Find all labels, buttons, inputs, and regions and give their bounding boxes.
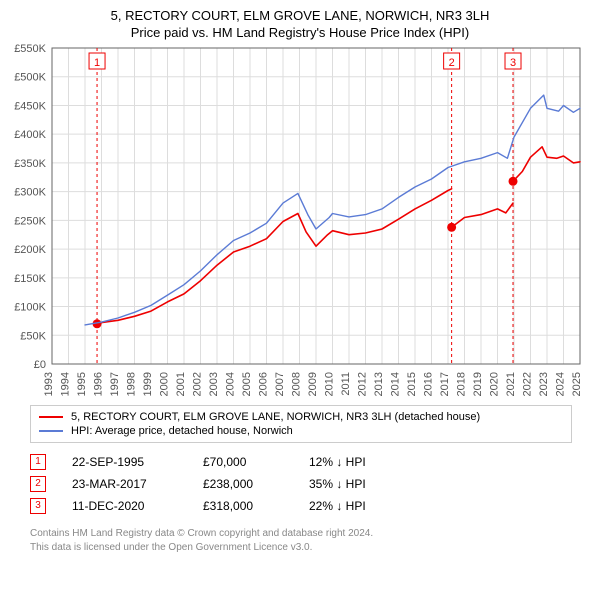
svg-text:£450K: £450K <box>14 100 46 112</box>
svg-text:2008: 2008 <box>291 372 303 396</box>
svg-text:£0: £0 <box>34 359 46 371</box>
svg-text:£150K: £150K <box>14 273 46 285</box>
sale-marker: 3 <box>30 498 46 514</box>
svg-text:1997: 1997 <box>109 372 121 396</box>
svg-text:2007: 2007 <box>274 372 286 396</box>
sale-price: £238,000 <box>203 477 283 491</box>
legend-row: HPI: Average price, detached house, Norw… <box>39 424 563 438</box>
sale-price: £318,000 <box>203 499 283 513</box>
svg-text:1995: 1995 <box>76 372 88 396</box>
chart-titles: 5, RECTORY COURT, ELM GROVE LANE, NORWIC… <box>0 0 600 44</box>
svg-text:£350K: £350K <box>14 158 46 170</box>
chart-title: 5, RECTORY COURT, ELM GROVE LANE, NORWIC… <box>10 8 590 23</box>
svg-text:2000: 2000 <box>159 372 171 396</box>
svg-text:2013: 2013 <box>373 372 385 396</box>
legend-label: 5, RECTORY COURT, ELM GROVE LANE, NORWIC… <box>71 411 480 423</box>
svg-text:2018: 2018 <box>456 372 468 396</box>
sales-table: 1 22-SEP-1995 £70,000 12% ↓ HPI 2 23-MAR-2017… <box>30 451 572 517</box>
svg-text:2019: 2019 <box>472 372 484 396</box>
sale-marker: 1 <box>30 454 46 470</box>
svg-text:1994: 1994 <box>60 372 72 396</box>
svg-text:2: 2 <box>449 57 455 69</box>
chart-container: { "title": "5, RECTORY COURT, ELM GROVE … <box>0 0 600 554</box>
sale-date: 11-DEC-2020 <box>72 499 177 513</box>
chart-area: £0 £50K £100K £150K £200K £250K £300K £350K £400… <box>0 44 600 399</box>
svg-text:2022: 2022 <box>522 372 534 396</box>
svg-text:£50K: £50K <box>20 330 46 342</box>
svg-text:£550K: £550K <box>14 44 46 55</box>
footer-line-2: This data is licensed under the Open Gov… <box>30 541 572 555</box>
sale-diff: 22% ↓ HPI <box>309 499 409 513</box>
svg-text:2023: 2023 <box>538 372 550 396</box>
svg-text:£200K: £200K <box>14 244 46 256</box>
svg-text:2006: 2006 <box>258 372 270 396</box>
sale-diff: 35% ↓ HPI <box>309 477 409 491</box>
svg-text:1993: 1993 <box>43 372 55 396</box>
footer-line-1: Contains HM Land Registry data © Crown c… <box>30 527 572 541</box>
svg-text:2011: 2011 <box>340 372 352 396</box>
svg-text:2020: 2020 <box>489 372 501 396</box>
svg-text:2010: 2010 <box>324 372 336 396</box>
legend-swatch <box>39 430 63 432</box>
svg-text:£250K: £250K <box>14 215 46 227</box>
sale-price: £70,000 <box>203 455 283 469</box>
sale-diff: 12% ↓ HPI <box>309 455 409 469</box>
legend-row: 5, RECTORY COURT, ELM GROVE LANE, NORWIC… <box>39 410 563 424</box>
chart-subtitle: Price paid vs. HM Land Registry's House … <box>10 25 590 40</box>
sale-row: 2 23-MAR-2017 £238,000 35% ↓ HPI <box>30 473 572 495</box>
sale-row: 1 22-SEP-1995 £70,000 12% ↓ HPI <box>30 451 572 473</box>
svg-text:2005: 2005 <box>241 372 253 396</box>
svg-text:£300K: £300K <box>14 187 46 199</box>
legend-box: 5, RECTORY COURT, ELM GROVE LANE, NORWIC… <box>30 405 572 443</box>
svg-text:£500K: £500K <box>14 72 46 84</box>
svg-text:2024: 2024 <box>555 372 567 396</box>
svg-text:1: 1 <box>94 57 100 69</box>
svg-text:2004: 2004 <box>225 372 237 396</box>
sale-date: 23-MAR-2017 <box>72 477 177 491</box>
svg-text:2021: 2021 <box>505 372 517 396</box>
sale-marker: 2 <box>30 476 46 492</box>
legend-swatch <box>39 416 63 418</box>
svg-text:1996: 1996 <box>93 372 105 396</box>
sale-date: 22-SEP-1995 <box>72 455 177 469</box>
svg-text:1999: 1999 <box>142 372 154 396</box>
sale-row: 3 11-DEC-2020 £318,000 22% ↓ HPI <box>30 495 572 517</box>
svg-text:2002: 2002 <box>192 372 204 396</box>
svg-text:2003: 2003 <box>208 372 220 396</box>
chart-footer: Contains HM Land Registry data © Crown c… <box>30 527 572 554</box>
svg-text:£100K: £100K <box>14 302 46 314</box>
svg-text:1998: 1998 <box>126 372 138 396</box>
svg-text:2015: 2015 <box>406 372 418 396</box>
svg-text:2016: 2016 <box>423 372 435 396</box>
svg-text:2017: 2017 <box>439 372 451 396</box>
svg-text:2001: 2001 <box>175 372 187 396</box>
svg-text:2012: 2012 <box>357 372 369 396</box>
svg-text:2014: 2014 <box>390 372 402 396</box>
svg-text:£400K: £400K <box>14 129 46 141</box>
legend-label: HPI: Average price, detached house, Norw… <box>71 425 293 437</box>
svg-text:2009: 2009 <box>307 372 319 396</box>
svg-text:2025: 2025 <box>571 372 583 396</box>
line-chart-svg: £0 £50K £100K £150K £200K £250K £300K £350K £400… <box>0 44 600 399</box>
svg-text:3: 3 <box>510 57 516 69</box>
